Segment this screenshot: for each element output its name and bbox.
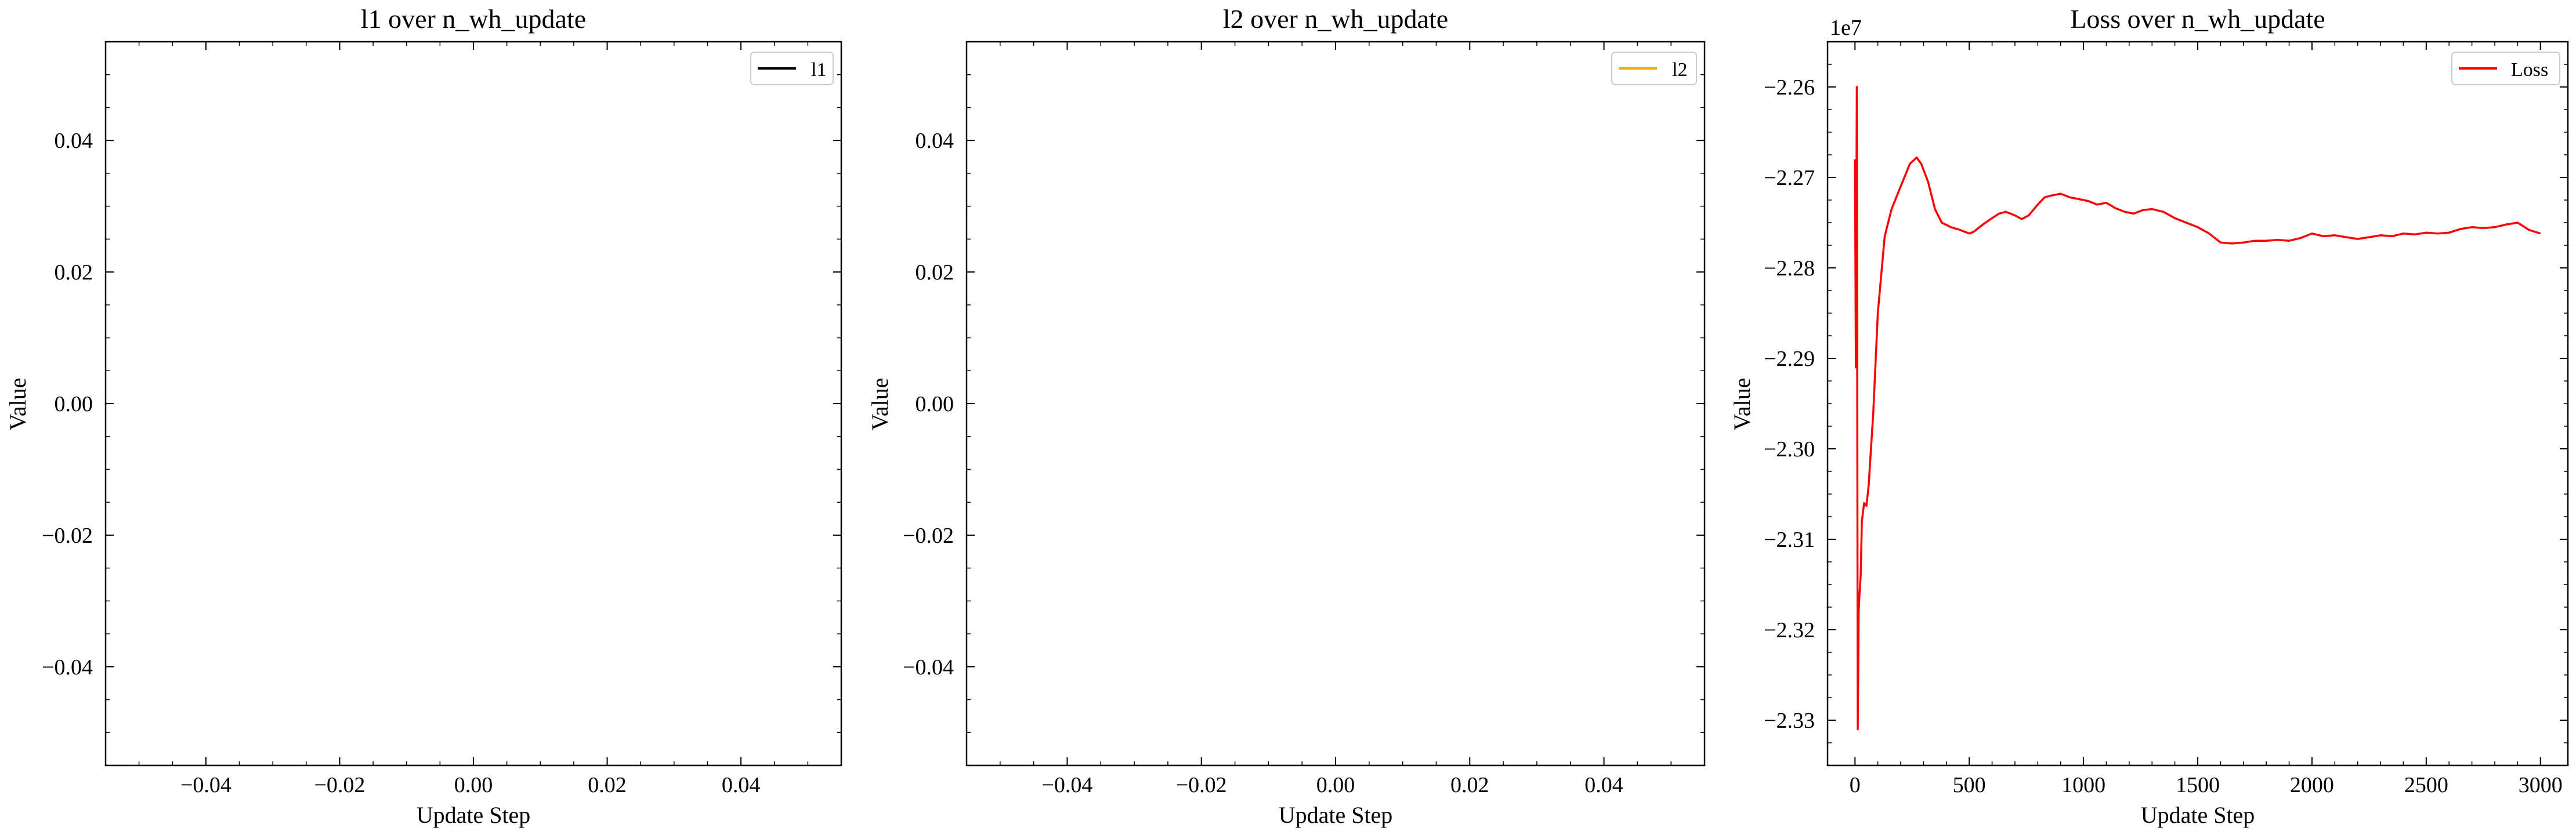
- y-tick-label: −2.32: [1764, 618, 1815, 642]
- chart-title: Loss over n_wh_update: [2070, 4, 2325, 34]
- y-axis-label: Value: [867, 377, 893, 430]
- tick-group: 0 500 1000 1500 2000 2500 3000 −2.33 −2.32 −2.31 −…: [1764, 41, 2568, 797]
- x-tick-label: 1500: [2176, 773, 2220, 797]
- x-tick-label: 0.00: [454, 773, 493, 797]
- y-tick-label: −0.02: [903, 524, 954, 548]
- y-tick-label: −2.28: [1764, 256, 1815, 281]
- x-axis-label: Update Step: [1279, 802, 1393, 828]
- x-tick-label: −0.04: [180, 773, 231, 797]
- chart-title: l2 over n_wh_update: [1223, 4, 1448, 34]
- plot-frame: [965, 41, 1706, 767]
- x-tick-label: 2000: [2290, 773, 2334, 797]
- y-tick-label: −2.26: [1764, 75, 1815, 100]
- y-tick-label: −2.31: [1764, 528, 1815, 552]
- y-tick-label: 0.04: [55, 129, 93, 153]
- x-tick-label: 0.04: [1584, 773, 1623, 797]
- plot-frame: [1826, 41, 2569, 767]
- x-tick-label: 0.04: [722, 773, 761, 797]
- tick-group: −0.04 −0.02 0.00 0.02 0.04 −0.04 −0.02 0.00 0.02…: [903, 42, 1705, 797]
- y-tick-label: 0.04: [916, 129, 954, 153]
- y-tick-label: 0.00: [55, 392, 93, 416]
- x-axis-label: Update Step: [417, 802, 531, 828]
- x-tick-label: −0.04: [1041, 773, 1092, 797]
- subplot-loss: Loss over n_wh_update 1e7 Update Step Va…: [1729, 4, 2569, 828]
- subplot-l2: l2 over n_wh_update Update Step Value −0…: [867, 4, 1706, 828]
- legend-label: l1: [811, 59, 826, 81]
- y-tick-label: −0.02: [42, 524, 93, 548]
- legend: l2: [1611, 52, 1697, 85]
- y-tick-label: −2.27: [1764, 166, 1815, 190]
- x-tick-label: 0.02: [588, 773, 627, 797]
- offset-text: 1e7: [1830, 16, 1862, 40]
- y-axis-label: Value: [1729, 377, 1755, 430]
- y-tick-label: 0.00: [916, 392, 954, 416]
- y-tick-label: −0.04: [42, 655, 93, 680]
- legend-label: l2: [1672, 59, 1687, 81]
- x-tick-label: 500: [1953, 773, 1986, 797]
- x-tick-label: 0.02: [1450, 773, 1489, 797]
- series-line: [1854, 86, 2541, 731]
- legend-box: [2451, 52, 2560, 85]
- subplot-l1: l1 over n_wh_update Update Step Value −0…: [5, 4, 842, 828]
- x-tick-label: 2500: [2404, 773, 2448, 797]
- x-tick-label: −0.02: [1176, 773, 1227, 797]
- legend: Loss: [2451, 52, 2560, 85]
- y-tick-label: 0.02: [916, 260, 954, 285]
- plot-frame: [104, 41, 842, 767]
- x-tick-label: −0.02: [314, 773, 365, 797]
- x-tick-label: 3000: [2519, 773, 2563, 797]
- y-tick-label: −0.04: [903, 655, 954, 680]
- x-tick-label: 0: [1850, 773, 1861, 797]
- x-tick-label: 1000: [2061, 773, 2105, 797]
- y-axis-label: Value: [5, 377, 31, 430]
- y-tick-label: −2.33: [1764, 709, 1815, 733]
- legend: l1: [750, 52, 834, 85]
- x-axis-label: Update Step: [2141, 802, 2255, 828]
- x-tick-label: 0.00: [1316, 773, 1355, 797]
- chart-title: l1 over n_wh_update: [361, 4, 586, 34]
- y-tick-label: −2.29: [1764, 347, 1815, 371]
- tick-group: −0.04 −0.02 0.00 0.02 0.04 −0.04 −0.02 0.00 0.02…: [42, 42, 841, 797]
- legend-label: Loss: [2511, 59, 2548, 81]
- y-tick-label: −2.30: [1764, 437, 1815, 462]
- series-group: [1854, 86, 2541, 731]
- y-tick-label: 0.02: [55, 260, 93, 285]
